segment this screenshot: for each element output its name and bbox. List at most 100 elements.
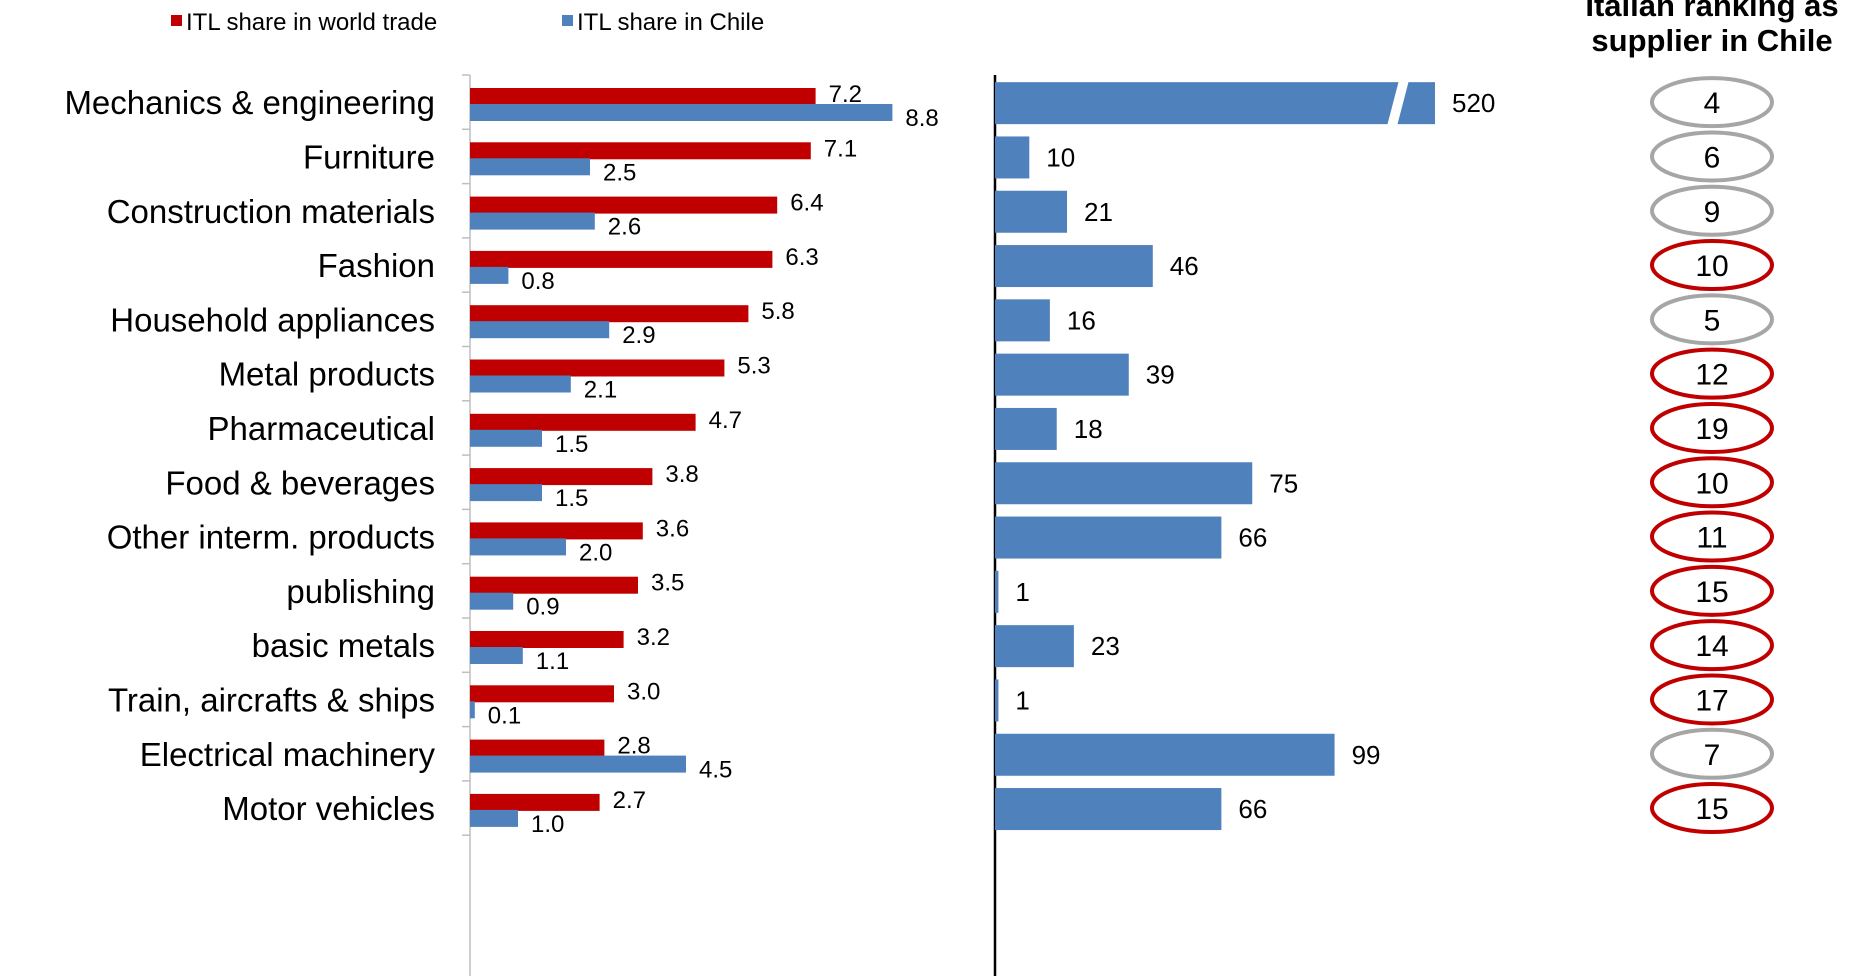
value-bar-metal-products — [995, 353, 1129, 396]
category-label-other-interm-products: Other interm. products — [107, 519, 435, 556]
bar-world-share-label-train-aircrafts-ships: 3.0 — [627, 678, 660, 705]
bar-world-share-label-household-appliances: 5.8 — [761, 298, 794, 325]
ranking-oval-pharmaceutical — [1650, 401, 1774, 454]
value-bar-other-interm-products — [995, 516, 1222, 559]
value-bar-train-aircrafts-ships — [995, 679, 999, 722]
bar-chile-share-label-furniture: 2.5 — [603, 159, 636, 186]
ranking-oval-motor-vehicles — [1650, 782, 1774, 835]
bar-chile-share-pharmaceutical — [470, 429, 542, 447]
legend: ITL share in world trade ITL share in Chi… — [171, 9, 764, 36]
bar-chile-share-label-basic-metals: 1.1 — [536, 648, 569, 675]
value-bar-pharmaceutical — [995, 407, 1057, 450]
legend-label-itl-share-in-chile: ITL share in Chile — [577, 9, 764, 36]
category-label-construction-materials: Construction materials — [107, 193, 435, 230]
ranking-oval-publishing — [1650, 564, 1774, 617]
bar-chile-share-other-interm-products — [470, 538, 566, 556]
ranking-oval-furniture — [1650, 130, 1774, 183]
ranking-title: Italian ranking as supplier in Chile — [1585, 0, 1838, 58]
bar-world-share-electrical-machinery — [470, 739, 605, 757]
legend-swatch-itl-share-in-world-trade — [171, 15, 182, 26]
bar-world-share-mechanics-engineering — [470, 88, 816, 105]
ranking-value-food-beverages: 10 — [1695, 467, 1728, 500]
bar-chile-share-train-aircrafts-ships — [470, 701, 475, 719]
category-label-electrical-machinery: Electrical machinery — [140, 736, 436, 773]
bar-world-share-train-aircrafts-ships — [470, 685, 614, 703]
bar-chile-share-label-household-appliances: 2.9 — [622, 322, 655, 349]
bar-world-share-publishing — [470, 576, 638, 594]
bar-chile-share-label-mechanics-engineering: 8.8 — [905, 105, 938, 132]
bar-world-share-pharmaceutical — [470, 413, 696, 431]
bar-chile-share-label-publishing: 0.9 — [526, 594, 559, 621]
value-bar-label-metal-products: 39 — [1146, 360, 1175, 390]
bar-world-share-other-interm-products — [470, 522, 643, 540]
bar-world-share-household-appliances — [470, 305, 749, 323]
ranking-oval-construction-materials — [1650, 184, 1774, 237]
bar-chile-share-label-train-aircrafts-ships: 0.1 — [488, 702, 521, 729]
value-bar-label-pharmaceutical: 18 — [1074, 414, 1103, 444]
bar-chile-share-label-other-interm-products: 2.0 — [579, 539, 612, 566]
bar-world-share-label-food-beverages: 3.8 — [665, 461, 698, 488]
value-bar-label-motor-vehicles: 66 — [1238, 794, 1267, 824]
ranking-oval-fashion — [1650, 239, 1774, 292]
bar-world-share-fashion — [470, 250, 773, 268]
axis-break-marker — [1387, 80, 1409, 127]
ranking-value-pharmaceutical: 19 — [1695, 413, 1728, 446]
value-bar-electrical-machinery — [995, 733, 1335, 776]
bar-chile-share-household-appliances — [470, 321, 610, 339]
value-bar-label-construction-materials: 21 — [1084, 197, 1113, 227]
value-bar-fashion — [995, 245, 1153, 288]
ranking-value-electrical-machinery: 7 — [1704, 739, 1721, 772]
bar-world-share-label-electrical-machinery: 2.8 — [617, 733, 650, 760]
ranking-value-mechanics-engineering: 4 — [1704, 87, 1721, 120]
bar-world-share-motor-vehicles — [470, 793, 600, 811]
value-bar-label-electrical-machinery: 99 — [1352, 740, 1381, 770]
ranking-value-other-interm-products: 11 — [1696, 522, 1727, 555]
bar-world-share-construction-materials — [470, 196, 778, 214]
value-bar-label-basic-metals: 23 — [1091, 631, 1120, 661]
value-bar-label-food-beverages: 75 — [1269, 468, 1298, 498]
value-bar-motor-vehicles — [995, 788, 1222, 831]
bar-chile-share-metal-products — [470, 375, 571, 393]
bar-chile-share-label-motor-vehicles: 1.0 — [531, 811, 564, 838]
ranking-value-metal-products: 12 — [1695, 359, 1728, 392]
value-bar-label-fashion: 46 — [1170, 251, 1199, 281]
category-label-motor-vehicles: Motor vehicles — [222, 790, 435, 827]
bar-chile-share-construction-materials — [470, 212, 595, 230]
bar-chile-share-basic-metals — [470, 647, 523, 664]
ranking-value-fashion: 10 — [1695, 250, 1728, 283]
category-label-food-beverages: Food & beverages — [165, 464, 435, 501]
value-bar-basic-metals — [995, 625, 1074, 668]
bar-chile-share-label-pharmaceutical: 1.5 — [555, 431, 588, 458]
category-label-household-appliances: Household appliances — [110, 301, 435, 338]
bar-world-share-label-other-interm-products: 3.6 — [656, 515, 689, 542]
bar-chile-share-publishing — [470, 592, 514, 610]
legend-swatch-itl-share-in-chile — [562, 15, 573, 26]
value-bar-label-furniture: 10 — [1046, 142, 1075, 172]
ranking-oval-metal-products — [1650, 347, 1774, 400]
ranking-panel: Italian ranking as supplier in Chile 4 6 9 10… — [1585, 0, 1839, 835]
value-bar-furniture — [995, 136, 1030, 179]
bar-world-share-label-basic-metals: 3.2 — [637, 624, 670, 651]
bar-world-share-metal-products — [470, 359, 725, 377]
bar-chile-share-electrical-machinery — [470, 755, 686, 773]
value-bar-label-publishing: 1 — [1015, 577, 1029, 607]
category-label-train-aircrafts-ships: Train, aircrafts & ships — [108, 681, 435, 718]
ranking-value-motor-vehicles: 15 — [1695, 793, 1728, 826]
category-label-publishing: publishing — [286, 573, 435, 610]
ranking-oval-other-interm-products — [1650, 510, 1774, 563]
bar-world-share-label-pharmaceutical: 4.7 — [709, 407, 742, 434]
category-label-fashion: Fashion — [318, 247, 435, 284]
bar-chile-share-label-food-beverages: 1.5 — [555, 485, 588, 512]
ranking-oval-train-aircrafts-ships — [1650, 673, 1774, 726]
ranking-oval-household-appliances — [1650, 293, 1774, 346]
category-label-basic-metals: basic metals — [252, 627, 435, 664]
ranking-value-household-appliances: 5 — [1704, 304, 1721, 337]
value-bar-label-household-appliances: 16 — [1067, 305, 1096, 335]
bar-world-share-label-mechanics-engineering: 7.2 — [829, 81, 862, 108]
bar-chile-share-motor-vehicles — [470, 809, 518, 827]
ranking-value-train-aircrafts-ships: 17 — [1695, 684, 1728, 717]
bar-chile-share-food-beverages — [470, 484, 542, 502]
bar-world-share-label-furniture: 7.1 — [824, 135, 857, 162]
bar-chile-share-label-metal-products: 2.1 — [584, 377, 617, 404]
